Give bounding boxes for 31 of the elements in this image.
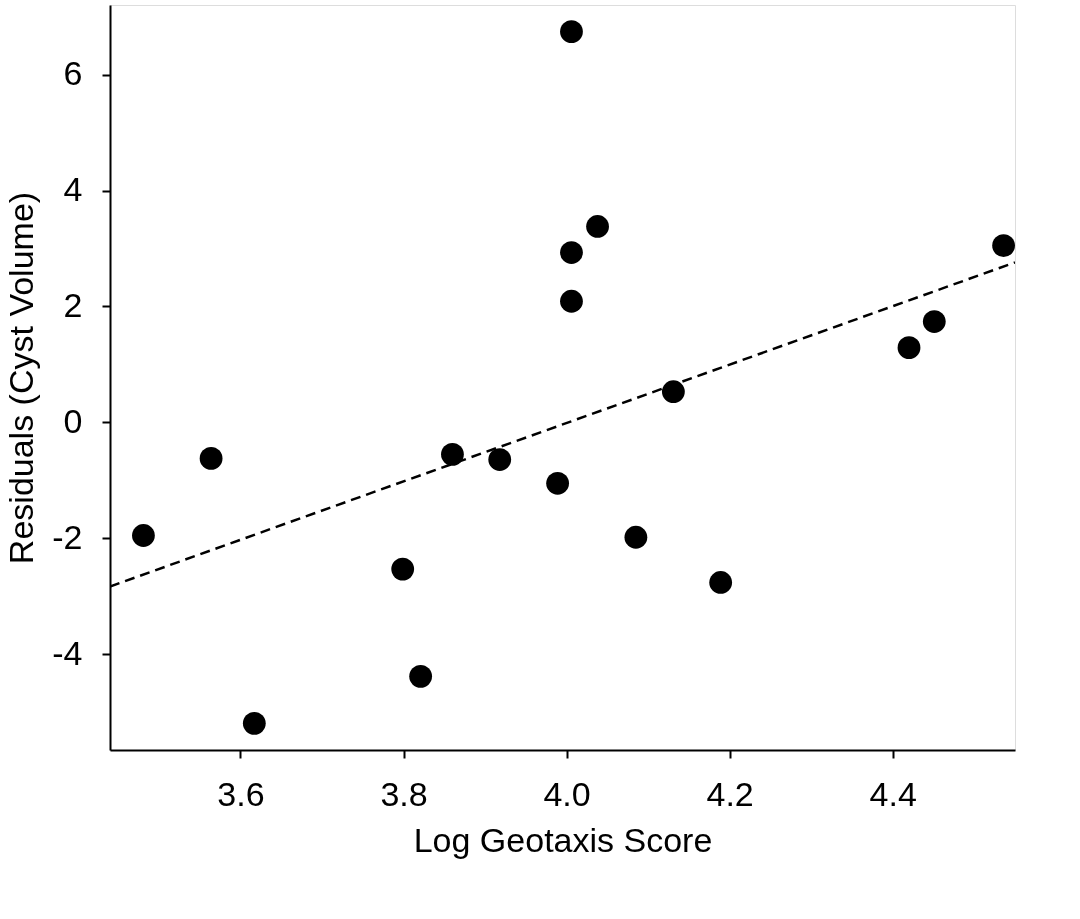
x-tick-label: 3.8 [380,774,428,813]
x-tick-label: 4.0 [543,774,591,813]
point [391,557,415,581]
point [992,234,1015,257]
x-tick-label: 4.2 [706,774,754,813]
point [546,471,570,495]
x-tick-label: 4.4 [869,774,917,813]
point [488,448,512,471]
point [132,524,155,547]
point [560,241,583,264]
y-tick-label: -2 [52,517,83,556]
point [242,711,266,735]
x-axis-title: Log Geotaxis Score [413,820,713,859]
point [897,336,921,360]
x-tick-label: 3.6 [217,774,265,813]
point [624,525,648,549]
y-tick-label: 0 [63,401,83,440]
point [661,380,685,404]
point [441,442,464,466]
point [922,310,946,333]
point [560,289,583,313]
y-tick-label: 4 [63,170,83,209]
y-tick-label: 6 [63,54,83,93]
point [709,571,733,594]
point [409,664,433,688]
y-axis-title: Residuals (Cyst Volume) [2,191,41,565]
y-tick-label: -4 [52,633,83,672]
point [199,447,223,470]
point [586,215,609,238]
point [560,20,583,44]
y-tick-label: 2 [63,285,83,324]
